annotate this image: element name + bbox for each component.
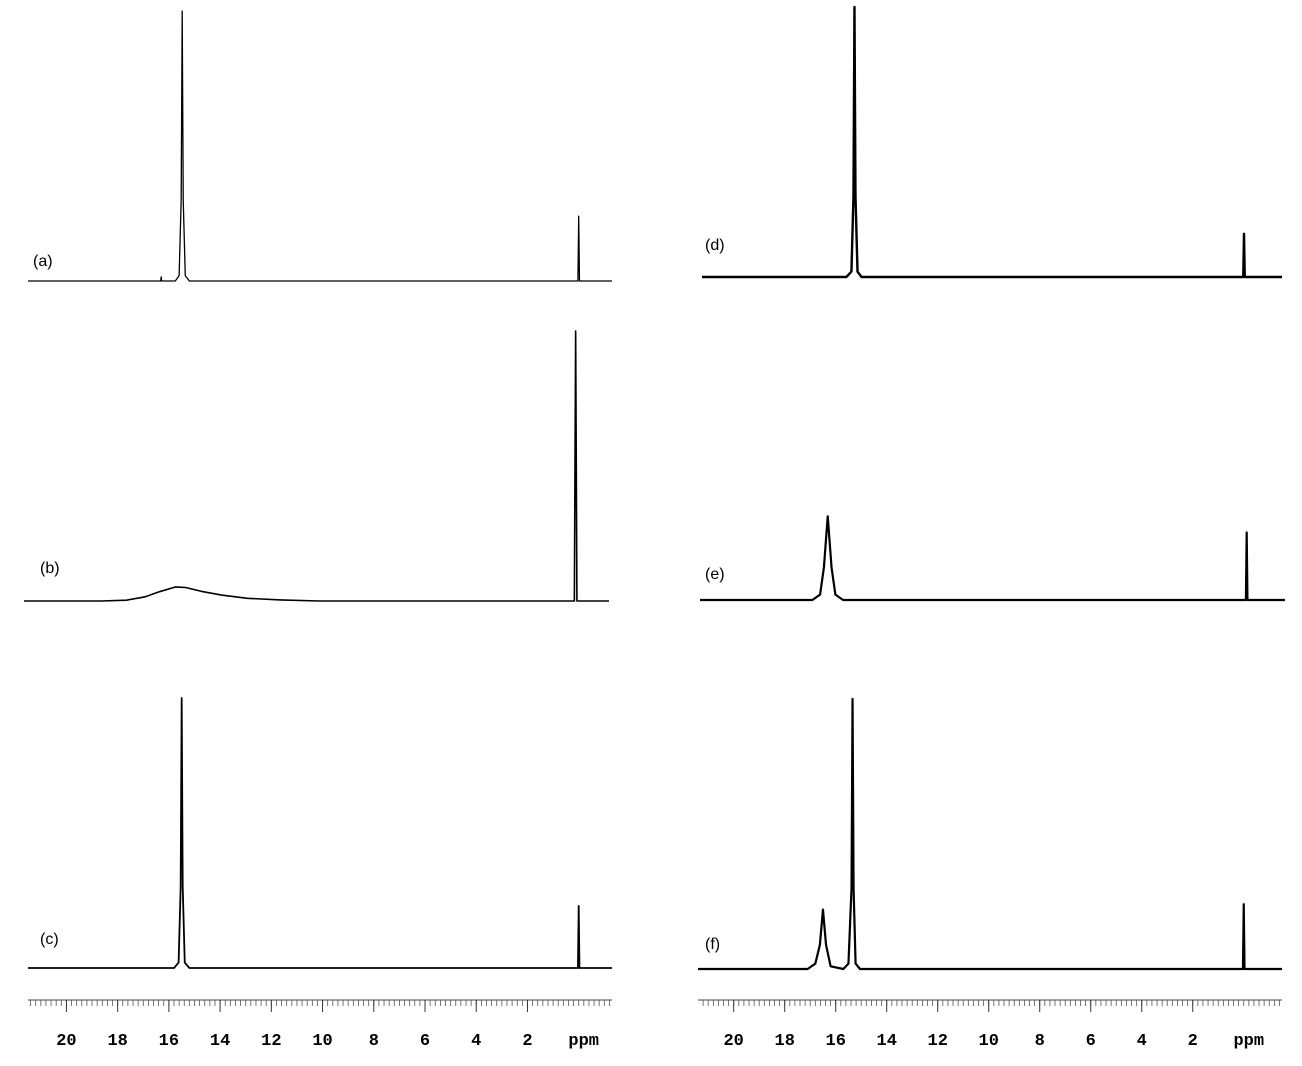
x-tick-label: 8 [369,1032,379,1051]
x-tick-label: 8 [1035,1032,1045,1051]
x-tick-label: 20 [56,1032,76,1051]
spectrum [28,697,612,969]
x-tick-label: 2 [1188,1032,1198,1051]
spectrum [700,515,1285,602]
x-tick-label: 12 [261,1032,281,1051]
x-tick-label: 6 [420,1032,430,1051]
x-axis-label: ppm [568,1032,599,1051]
x-tick-label: 16 [826,1032,846,1051]
spectrum [698,697,1282,971]
panel-label: (b) [40,560,60,577]
x-tick-label: 16 [159,1032,179,1051]
x-tick-label: 10 [312,1032,332,1051]
panel-label: (f) [705,936,720,953]
x-tick-label: 4 [471,1032,481,1051]
x-axis-label: ppm [1233,1032,1264,1051]
panel-label: (a) [33,253,53,270]
x-tick-label: 20 [723,1032,743,1051]
spectrum [24,330,609,602]
x-tick-label: 18 [107,1032,127,1051]
x-tick-label: 2 [522,1032,532,1051]
x-tick-label: 14 [877,1032,897,1051]
panel-label: (c) [40,931,59,948]
x-tick-label: 4 [1137,1032,1147,1051]
panel-label: (d) [705,237,725,254]
spectrum [28,10,612,282]
spectrum [702,5,1282,279]
x-tick-label: 12 [928,1032,948,1051]
x-tick-label: 18 [775,1032,795,1051]
x-tick-label: 14 [210,1032,230,1051]
x-tick-label: 10 [979,1032,999,1051]
x-tick-label: 6 [1086,1032,1096,1051]
panel-label: (e) [705,566,725,583]
